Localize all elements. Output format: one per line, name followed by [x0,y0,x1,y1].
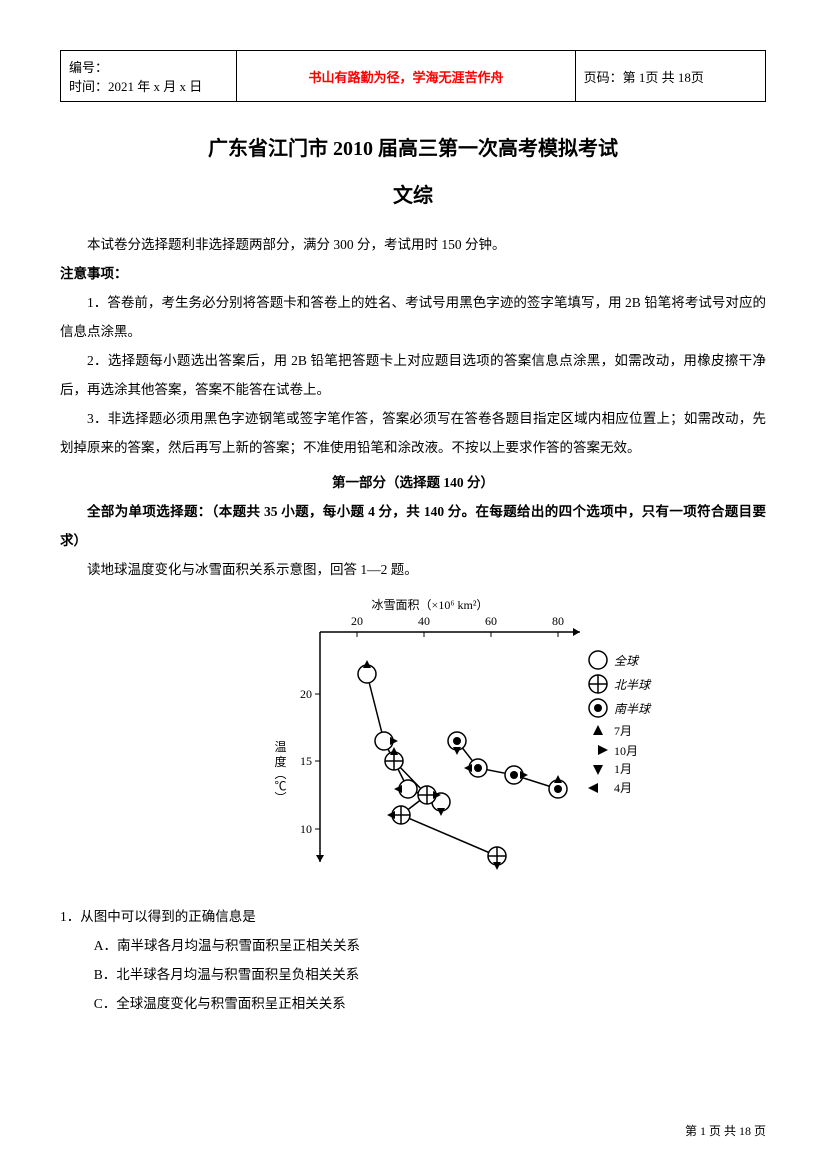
q1-stem: 1．从图中可以得到的正确信息是 [60,902,766,931]
south-points [448,732,567,798]
legend-south: 南半球 [614,702,652,716]
notice-1: 1．答卷前，考生务必分别将答题卡和答卷上的姓名、考试号用黑色字迹的签字笔填写，用… [60,288,766,346]
sub-title: 文综 [60,179,766,208]
footer-page: 第 1 页 共 18 页 [685,1122,766,1139]
y-axis-arrow-down [316,855,324,862]
header-date: 时间：2021 年 x 月 x 日 [69,76,228,95]
x-tick-40: 40 [418,614,430,628]
legend-apr: 4月 [614,781,632,795]
part1-reading: 读地球温度变化与冰雪面积关系示意图，回答 1—2 题。 [60,555,766,584]
legend-global: 全球 [614,654,640,668]
main-title: 广东省江门市 2010 届高三第一次高考模拟考试 [60,132,766,161]
x-axis-arrow [573,628,580,636]
notice-3: 3．非选择题必须用黑色字迹钢笔或签字笔作答，答案必须写在答卷各题目指定区域内相应… [60,404,766,462]
legend-jul: 7月 [614,724,632,738]
q1-option-c: C．全球温度变化与积雪面积呈正相关关系 [60,989,766,1018]
part1-instruction: 全部为单项选择题：（本题共 35 小题，每小题 4 分，共 140 分。在每题给… [60,497,766,555]
notice-2: 2．选择题每小题选出答案后，用 2B 铅笔把答题卡上对应题目选项的答案信息点涂黑… [60,346,766,404]
x-axis-label: 冰雪面积（×10⁶ km²） [372,598,489,612]
header-table: 编号： 时间：2021 年 x 月 x 日 书山有路勤为径，学海无涯苦作舟 页码… [60,50,766,102]
y-tick-15: 15 [300,754,312,768]
header-left-cell: 编号： 时间：2021 年 x 月 x 日 [61,51,237,102]
part1-title: 第一部分（选择题 140 分） [60,468,766,497]
q1-option-b: B．北半球各月均温与积雪面积呈负相关关系 [60,960,766,989]
legend-oct: 10月 [614,744,638,758]
intro-text: 本试卷分选择题利非选择题两部分，满分 300 分，考试用时 150 分钟。 [60,230,766,259]
q1-option-a: A．南半球各月均温与积雪面积呈正相关关系 [60,931,766,960]
y-axis-label: 温 度（℃） [273,740,287,803]
x-tick-20: 20 [351,614,363,628]
y-tick-20: 20 [300,687,312,701]
legend: 全球 北半球 南半球 7月 10月 1月 4月 [588,651,652,795]
y-tick-10: 10 [300,822,312,836]
notice-label: 注意事项： [60,259,766,288]
header-right-cell: 页码：第 1页 共 18页 [575,51,765,102]
legend-north: 北半球 [614,678,652,692]
legend-jan: 1月 [614,762,632,776]
chart-container: 20 40 60 80 10 15 20 冰雪面积（×10⁶ km²） 温 度（… [260,592,680,892]
header-id: 编号： [69,57,228,76]
x-tick-80: 80 [552,614,564,628]
x-tick-60: 60 [485,614,497,628]
header-center-cell: 书山有路勤为径，学海无涯苦作舟 [237,51,575,102]
chart-svg: 20 40 60 80 10 15 20 冰雪面积（×10⁶ km²） 温 度（… [260,592,680,892]
